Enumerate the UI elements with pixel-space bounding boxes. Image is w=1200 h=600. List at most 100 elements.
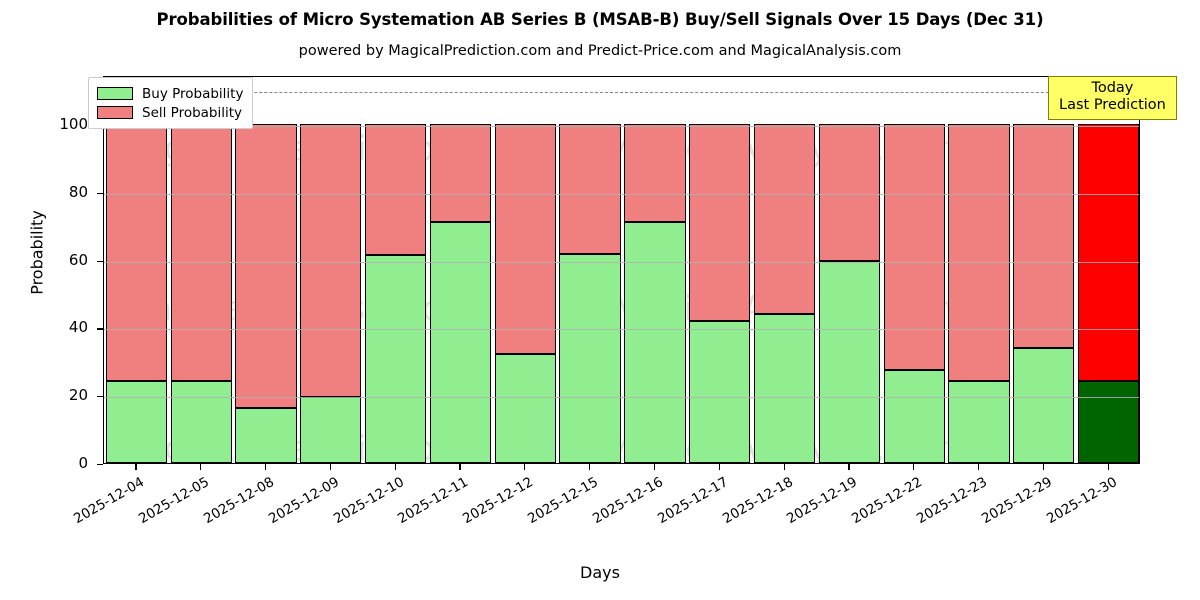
today-annotation-line1: Today [1091, 80, 1134, 96]
x-tick-mark [589, 464, 591, 470]
bar-segment-sell[interactable] [429, 123, 492, 222]
x-tick-mark [459, 464, 461, 470]
x-tick-label: 2025-12-10 [330, 474, 407, 528]
y-tick-mark [97, 328, 103, 330]
bar-group[interactable] [235, 77, 297, 463]
y-axis-label: Probability [27, 210, 47, 295]
bar-segment-buy[interactable] [300, 396, 362, 463]
bar-group[interactable] [624, 77, 686, 463]
bar-group[interactable] [948, 77, 1010, 463]
bar-segment-buy[interactable] [235, 408, 297, 463]
y-tick-label: 0 [78, 454, 88, 472]
bars-layer [104, 77, 1139, 463]
x-tick-mark [135, 464, 137, 470]
bar-segment-buy[interactable] [105, 380, 168, 463]
bar-segment-sell[interactable] [559, 123, 621, 255]
x-tick-mark [783, 464, 785, 470]
bar-segment-sell[interactable] [170, 123, 232, 381]
bar-segment-buy[interactable] [1013, 348, 1075, 463]
x-tick-mark [913, 464, 915, 470]
bar-segment-sell[interactable] [105, 123, 168, 381]
bar-segment-buy[interactable] [494, 353, 556, 463]
y-tick-label: 40 [68, 318, 88, 337]
x-tick-mark [329, 464, 332, 470]
x-tick-mark [200, 464, 202, 470]
bar-group[interactable] [818, 77, 880, 463]
x-tick-label: 2025-12-29 [978, 474, 1055, 528]
x-tick-mark [1042, 464, 1044, 470]
x-tick-label: 2025-12-22 [849, 474, 926, 528]
bar-segment-sell[interactable] [624, 123, 686, 223]
bar-group[interactable] [689, 77, 751, 463]
y-tick-mark [97, 396, 103, 398]
today-annotation-box: Today Last Prediction [1048, 76, 1177, 120]
x-tick-label: 2025-12-08 [201, 474, 278, 528]
bar-segment-buy[interactable] [818, 260, 880, 463]
bar-segment-buy[interactable] [948, 380, 1010, 463]
x-tick-mark [653, 464, 656, 470]
y-tick-mark [97, 260, 103, 262]
bar-group[interactable] [1013, 77, 1075, 463]
bar-segment-sell[interactable] [753, 123, 816, 315]
y-tick-label: 80 [68, 182, 88, 201]
bar-segment-sell[interactable] [300, 123, 362, 397]
bar-segment-buy[interactable] [1077, 380, 1139, 463]
x-tick-mark [394, 464, 396, 470]
y-tick-mark [97, 192, 103, 194]
x-axis-label: Days [580, 563, 620, 582]
bar-segment-buy[interactable] [429, 221, 492, 463]
bar-group[interactable] [300, 77, 362, 463]
bar-segment-sell[interactable] [883, 123, 945, 371]
x-tick-mark [1107, 464, 1109, 470]
x-tick-label: 2025-12-09 [265, 474, 342, 528]
bar-segment-sell[interactable] [365, 123, 427, 255]
x-tick-mark [848, 464, 850, 470]
bar-segment-buy[interactable] [365, 254, 427, 463]
x-tick-mark [977, 464, 980, 470]
bar-segment-sell[interactable] [494, 123, 556, 354]
y-tick-label: 100 [59, 114, 88, 133]
x-tick-mark [718, 464, 720, 470]
plot-area: MagicalAnalysis.comMagicalAnalysis.comMa… [103, 76, 1140, 464]
bar-segment-buy[interactable] [689, 321, 751, 463]
bar-segment-sell[interactable] [689, 123, 751, 322]
x-tick-label: 2025-12-16 [589, 474, 666, 528]
legend-label: Buy Probability [142, 85, 244, 102]
x-tick-label: 2025-12-05 [136, 474, 213, 528]
bar-segment-buy[interactable] [883, 370, 945, 463]
y-tick-mark [97, 464, 103, 466]
bar-segment-sell[interactable] [235, 123, 297, 409]
chart-legend: Buy Probability Sell Probability [88, 77, 254, 129]
chart-title: Probabilities of Micro Systemation AB Se… [156, 10, 1044, 29]
legend-label: Sell Probability [142, 104, 243, 121]
legend-swatch [97, 106, 133, 119]
bar-segment-sell[interactable] [948, 123, 1010, 381]
y-tick-label: 60 [68, 250, 88, 269]
bar-segment-buy[interactable] [753, 314, 816, 463]
x-tick-label: 2025-12-12 [460, 474, 537, 528]
bar-segment-sell[interactable] [1077, 123, 1139, 381]
legend-item[interactable]: Buy Probability [97, 84, 243, 103]
bar-group[interactable] [1077, 77, 1139, 463]
bar-segment-buy[interactable] [624, 222, 686, 463]
bar-segment-buy[interactable] [170, 380, 232, 463]
x-tick-label: 2025-12-11 [395, 474, 472, 528]
bar-group[interactable] [559, 77, 621, 463]
bar-group[interactable] [429, 77, 492, 463]
x-tick-label: 2025-12-30 [1043, 474, 1120, 528]
legend-item[interactable]: Sell Probability [97, 103, 243, 122]
bar-group[interactable] [105, 77, 168, 463]
x-tick-label: 2025-12-18 [719, 474, 796, 528]
bar-segment-sell[interactable] [1013, 123, 1075, 349]
bar-group[interactable] [494, 77, 556, 463]
bar-group[interactable] [883, 77, 945, 463]
bar-segment-sell[interactable] [818, 123, 880, 261]
bar-group[interactable] [753, 77, 816, 463]
bar-group[interactable] [170, 77, 232, 463]
bar-segment-buy[interactable] [559, 254, 621, 463]
x-tick-label: 2025-12-19 [784, 474, 861, 528]
legend-swatch [97, 87, 133, 100]
x-tick-label: 2025-12-04 [71, 474, 148, 528]
bar-group[interactable] [365, 77, 427, 463]
